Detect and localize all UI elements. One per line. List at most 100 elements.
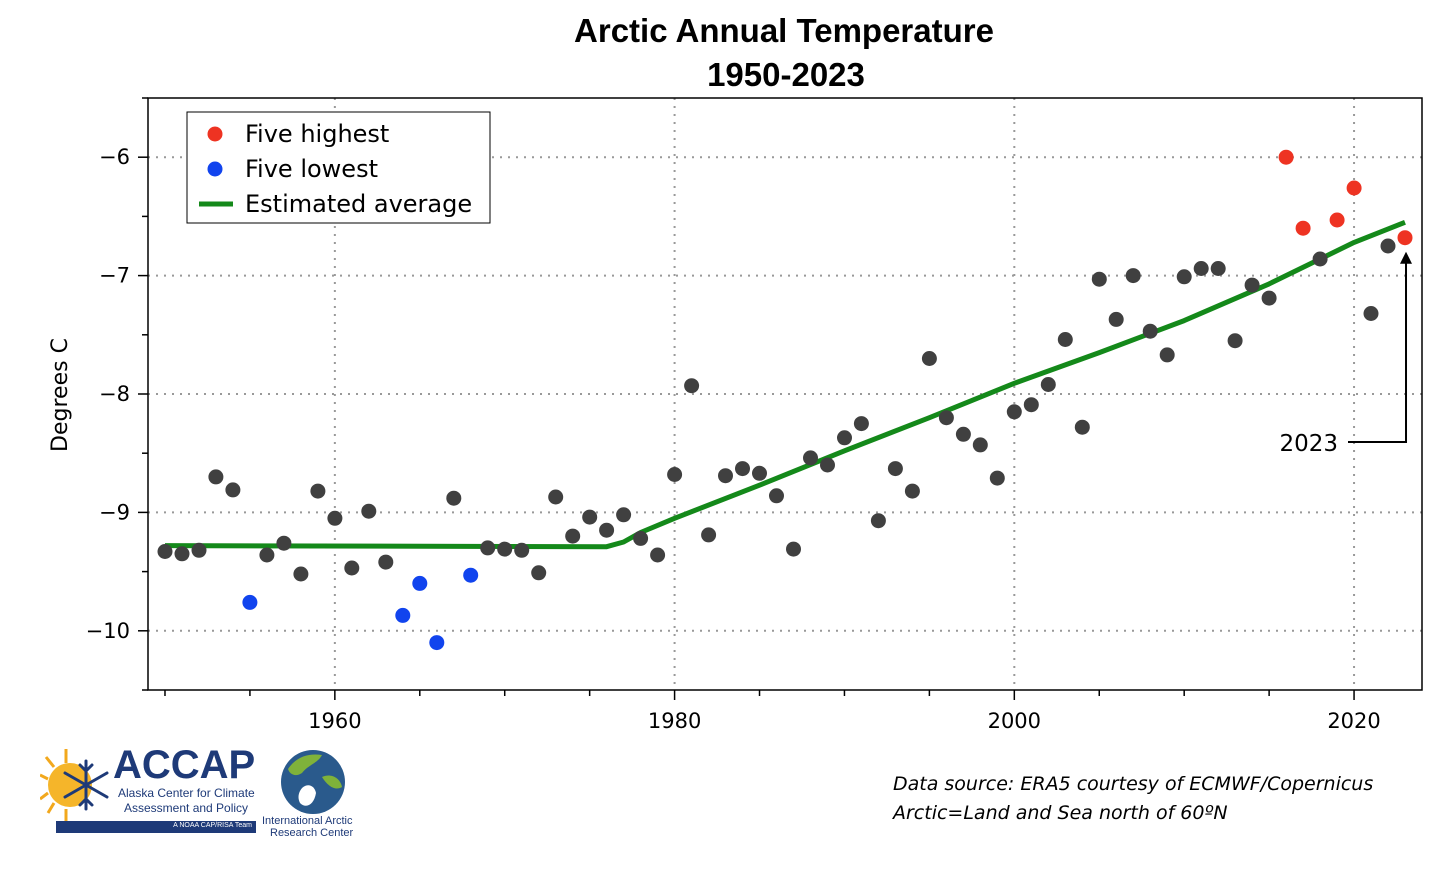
- point-normal-1993: [887, 461, 903, 477]
- point-highest-2023: [1397, 230, 1413, 246]
- annotation-arrow: [1348, 261, 1408, 443]
- point-normal-1985: [752, 465, 767, 481]
- point-normal-2000: [1006, 404, 1022, 420]
- annotation-arrowhead: [1400, 251, 1413, 264]
- legend-label-0: Five highest: [245, 120, 389, 148]
- point-normal-1971: [514, 542, 530, 558]
- point-normal-2014: [1244, 277, 1260, 293]
- point-normal-2002: [1040, 377, 1056, 392]
- accap-tagline-bar: A NOAA CAP/RISA Team: [56, 821, 256, 833]
- point-normal-1979: [650, 547, 666, 563]
- point-normal-1960: [327, 510, 343, 526]
- point-normal-1956: [259, 547, 275, 563]
- iarc-logo: International Arctic Research Center: [258, 745, 368, 845]
- point-normal-1983: [718, 468, 733, 484]
- point-normal-1981: [684, 378, 700, 394]
- grid-lines: [148, 98, 1422, 690]
- point-normal-1982: [701, 527, 717, 543]
- point-lowest-1965: [412, 575, 428, 591]
- data-points: [157, 149, 1413, 651]
- axes: 1960 1980 2000 2020 −6 −7 −8 −9 −10: [86, 97, 1423, 733]
- annotation-label: 2023: [1279, 431, 1338, 457]
- globe-icon: [281, 750, 345, 814]
- point-normal-1991: [853, 416, 869, 432]
- point-normal-2022: [1380, 238, 1396, 254]
- legend-label-1: Five lowest: [245, 155, 378, 183]
- accap-tagline: A NOAA CAP/RISA Team: [173, 822, 252, 829]
- point-normal-1967: [446, 490, 462, 506]
- point-normal-1950: [157, 544, 173, 559]
- point-lowest-1964: [395, 607, 411, 623]
- legend-marker-1: [207, 161, 223, 177]
- source-note-line-2: Arctic=Land and Sea north of 60ºN: [893, 802, 1228, 824]
- point-normal-1992: [870, 513, 886, 529]
- point-normal-1975: [582, 509, 598, 525]
- y-tick-label: −9: [99, 500, 130, 524]
- point-normal-1969: [480, 540, 496, 556]
- point-normal-2005: [1091, 271, 1107, 287]
- point-highest-2016: [1278, 149, 1294, 165]
- point-normal-1976: [599, 522, 615, 538]
- accap-line-2: Assessment and Policy: [124, 801, 249, 815]
- point-normal-2009: [1159, 347, 1175, 363]
- point-normal-1962: [361, 503, 377, 519]
- sun-snowflake-icon: [40, 749, 109, 821]
- point-lowest-1966: [429, 635, 445, 651]
- legend-box: [186, 111, 491, 224]
- x-tick-label-1980: 1980: [648, 709, 701, 733]
- point-normal-2012: [1210, 261, 1226, 276]
- point-normal-1999: [989, 470, 1005, 486]
- point-normal-1994: [904, 483, 920, 499]
- point-normal-1998: [972, 437, 988, 453]
- point-normal-1984: [735, 461, 750, 477]
- point-normal-1988: [803, 450, 818, 466]
- point-normal-1972: [531, 565, 547, 581]
- point-highest-2017: [1295, 220, 1311, 236]
- point-highest-2019: [1329, 212, 1345, 228]
- point-normal-1952: [191, 542, 207, 558]
- point-normal-2008: [1142, 323, 1158, 339]
- point-lowest-1968: [463, 567, 479, 583]
- accap-logo: ACCAP Alaska Center for Climate Assessme…: [40, 743, 262, 837]
- point-normal-1973: [548, 489, 564, 505]
- x-tick-label-2020: 2020: [1327, 709, 1380, 733]
- point-normal-1997: [955, 426, 971, 442]
- point-normal-1974: [565, 528, 581, 544]
- point-normal-2003: [1057, 332, 1073, 347]
- iarc-line-1: International Arctic: [262, 815, 353, 827]
- point-normal-1953: [208, 469, 224, 485]
- point-lowest-1955: [242, 594, 258, 610]
- point-normal-1961: [344, 560, 360, 576]
- point-normal-2007: [1125, 268, 1141, 284]
- point-highest-2020: [1346, 180, 1362, 196]
- point-normal-2004: [1074, 419, 1090, 435]
- annotation-2023: 2023: [1279, 251, 1413, 457]
- point-normal-1990: [837, 430, 852, 446]
- point-normal-2015: [1261, 290, 1277, 306]
- chart-subtitle: 1950-2023: [707, 56, 865, 93]
- accap-name: ACCAP: [113, 743, 256, 787]
- source-note-line-1: Data source: ERA5 courtesy of ECMWF/Cope…: [893, 773, 1374, 795]
- y-tick-label: −6: [99, 145, 130, 169]
- point-normal-1978: [633, 530, 649, 546]
- legend: Five highest Five lowest Estimated average: [186, 111, 491, 224]
- point-normal-2010: [1176, 269, 1192, 285]
- point-normal-2001: [1023, 397, 1039, 413]
- chart-title: Arctic Annual Temperature: [574, 12, 994, 49]
- point-normal-1963: [378, 554, 394, 570]
- point-normal-1959: [310, 483, 326, 499]
- iarc-line-2: Research Center: [270, 827, 354, 839]
- y-tick-label: −8: [99, 382, 130, 406]
- point-normal-1986: [769, 488, 784, 504]
- point-normal-1980: [667, 467, 683, 482]
- point-normal-1995: [921, 351, 937, 366]
- point-normal-1977: [616, 507, 632, 523]
- point-normal-1970: [497, 541, 513, 557]
- point-normal-1989: [820, 457, 835, 473]
- y-axis-title: Degrees C: [48, 338, 73, 452]
- accap-line-1: Alaska Center for Climate: [118, 786, 255, 800]
- legend-marker-0: [207, 126, 223, 142]
- x-tick-label-2000: 2000: [988, 709, 1041, 733]
- point-normal-2018: [1312, 251, 1328, 267]
